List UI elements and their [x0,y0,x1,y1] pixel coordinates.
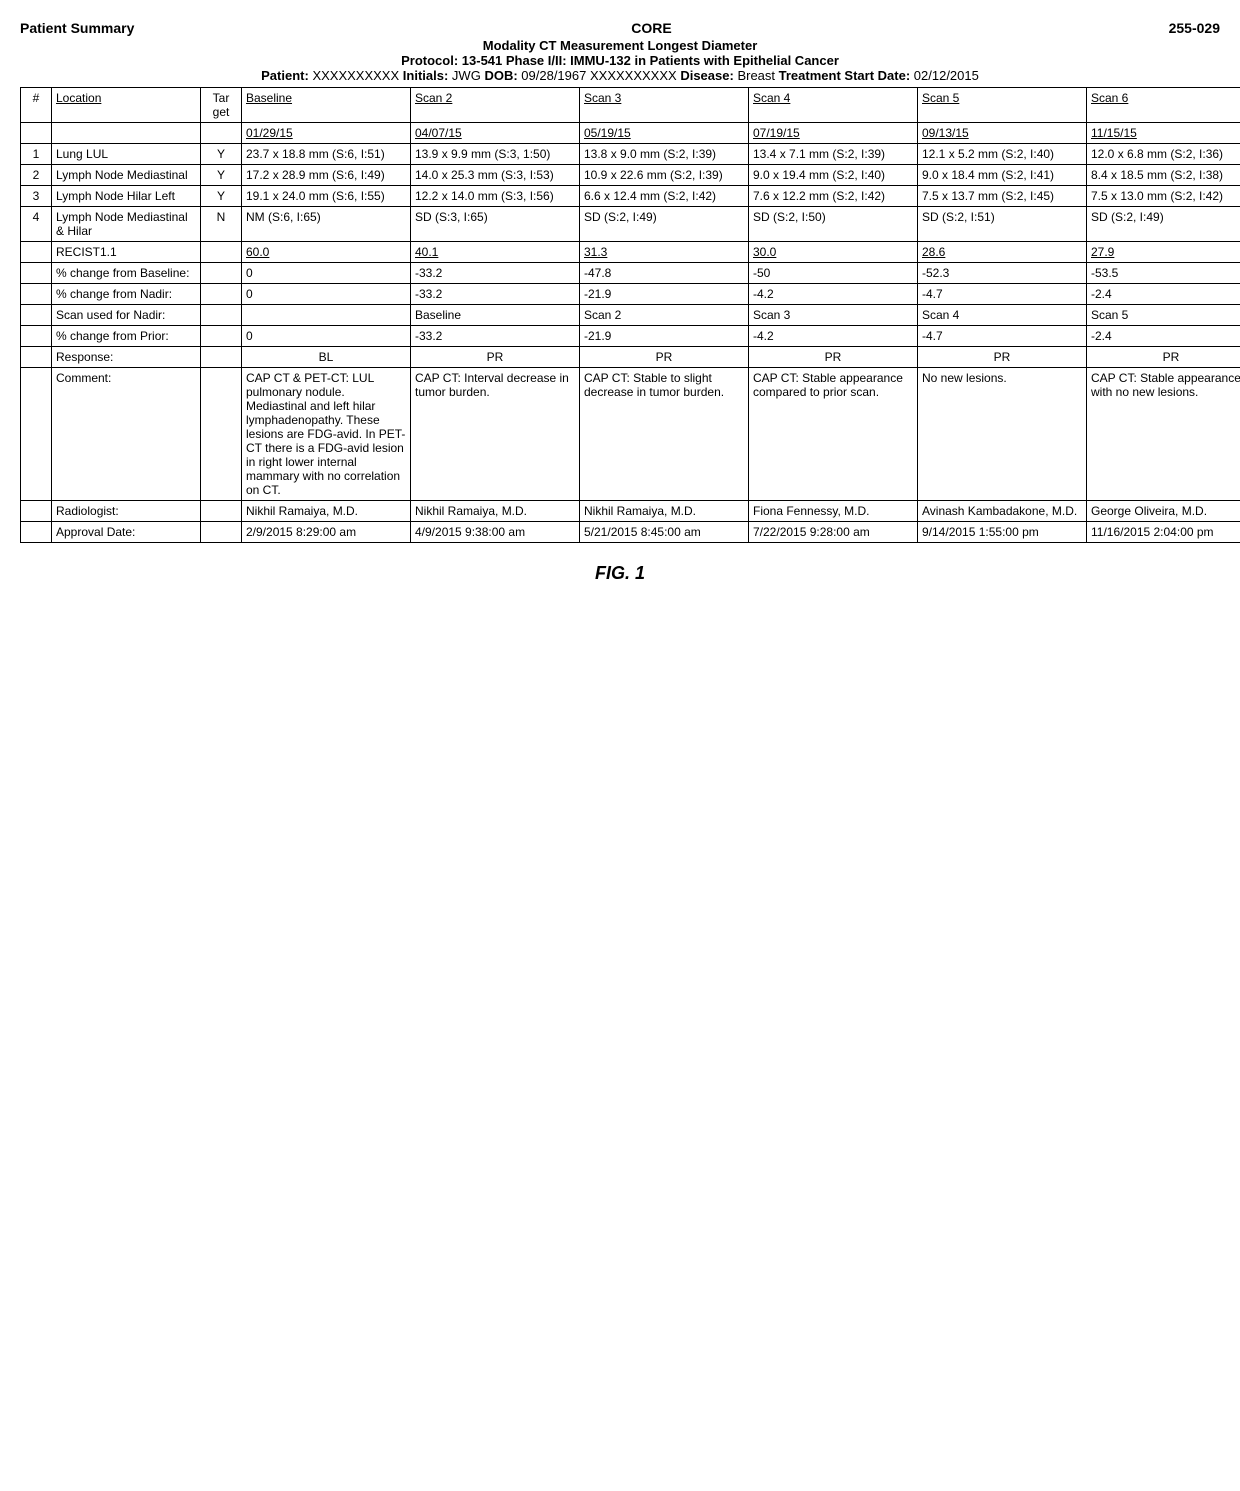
table-row: 4 Lymph Node Mediastinal & Hilar N NM (S… [21,207,1240,242]
approval-row: Approval Date: 2/9/2015 8:29:00 am 4/9/2… [21,522,1240,543]
dob-label: DOB: [484,68,517,83]
patient-val: XXXXXXXXXX [312,68,399,83]
initials-label: Initials: [403,68,449,83]
study-id: 255-029 [1169,20,1220,36]
date-s4: 07/19/15 [749,123,918,144]
col-target: Tar get [201,88,242,123]
col-location: Location [52,88,201,123]
col-scan2: Scan 2 [411,88,580,123]
col-scan3: Scan 3 [580,88,749,123]
patient-label: Patient: [261,68,309,83]
lesion-loc: Lymph Node Hilar Left [52,186,201,207]
measurement-table: # Location Tar get Baseline Scan 2 Scan … [20,87,1240,543]
chg-nadir-row: % change from Nadir: 0 -33.2 -21.9 -4.2 … [21,284,1240,305]
comment-row: Comment: CAP CT & PET-CT: LUL pulmonary … [21,368,1240,501]
lesion-loc: Lymph Node Mediastinal [52,165,201,186]
radiologist-row: Radiologist: Nikhil Ramaiya, M.D. Nikhil… [21,501,1240,522]
scan-used-row: Scan used for Nadir: Baseline Scan 2 Sca… [21,305,1240,326]
col-num: # [21,88,52,123]
modality-line: Modality CT Measurement Longest Diameter [483,38,758,53]
core-label: CORE [631,20,671,36]
col-baseline: Baseline [242,88,411,123]
initials-val: JWG [452,68,481,83]
table-row: 3 Lymph Node Hilar Left Y 19.1 x 24.0 mm… [21,186,1240,207]
protocol-line: Protocol: 13-541 Phase I/II: IMMU-132 in… [401,53,839,68]
chg-prior-row: % change from Prior: 0 -33.2 -21.9 -4.2 … [21,326,1240,347]
lesion-loc: Lymph Node Mediastinal & Hilar [52,207,201,242]
treatment-label: Treatment [779,68,841,83]
table-row: 2 Lymph Node Mediastinal Y 17.2 x 28.9 m… [21,165,1240,186]
response-row: Response: BL PR PR PR PR PR [21,347,1240,368]
chg-baseline-row: % change from Baseline: 0 -33.2 -47.8 -5… [21,263,1240,284]
table-row: 1 Lung LUL Y 23.7 x 18.8 mm (S:6, I:51) … [21,144,1240,165]
date-row: 01/29/15 04/07/15 05/19/15 07/19/15 09/1… [21,123,1240,144]
date-s3: 05/19/15 [580,123,749,144]
recist-row: RECIST1.1 60.0 40.1 31.3 30.0 28.6 27.9 [21,242,1240,263]
disease-val: Breast [737,68,775,83]
figure-label: FIG. 1 [20,563,1220,584]
disease-label: Disease: [680,68,733,83]
date-baseline: 01/29/15 [242,123,411,144]
col-scan4: Scan 4 [749,88,918,123]
lesion-loc: Lung LUL [52,144,201,165]
dob-val: 09/28/1967 [521,68,586,83]
date-s2: 04/07/15 [411,123,580,144]
date-s6: 11/15/15 [1087,123,1240,144]
start-date-val: 02/12/2015 [914,68,979,83]
start-date-label: Start Date: [844,68,910,83]
masked: XXXXXXXXXX [590,68,677,83]
col-scan5: Scan 5 [918,88,1087,123]
col-scan6: Scan 6 [1087,88,1240,123]
table-header-row: # Location Tar get Baseline Scan 2 Scan … [21,88,1240,123]
patient-info-line: Patient: XXXXXXXXXX Initials: JWG DOB: 0… [20,68,1220,83]
date-s5: 09/13/15 [918,123,1087,144]
patient-summary-title: Patient Summary [20,20,134,36]
